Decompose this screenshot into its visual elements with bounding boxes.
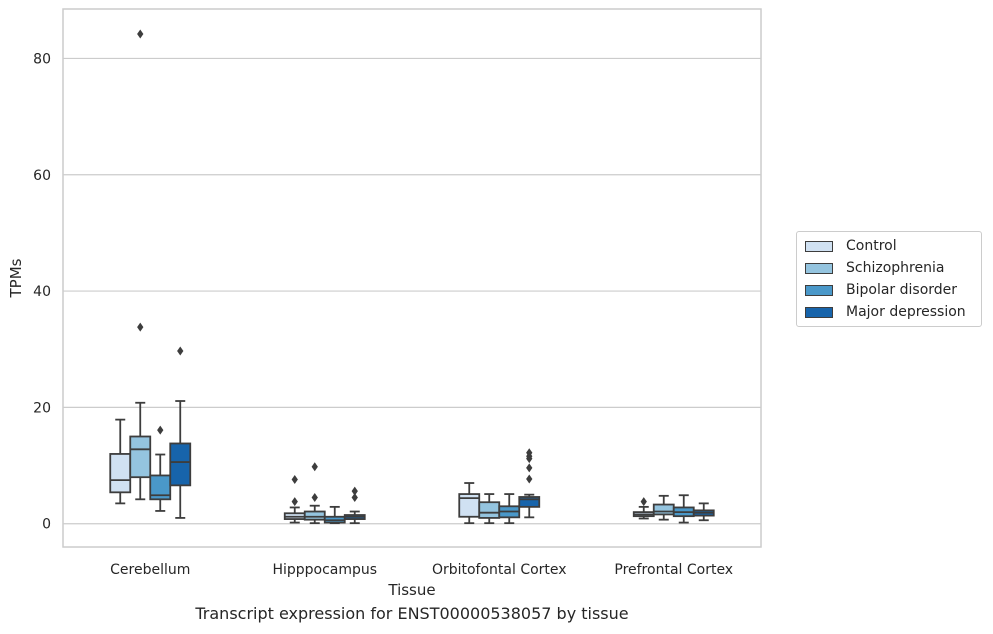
outlier-schizophrenia — [137, 322, 144, 332]
box-schizophrenia — [478, 501, 501, 519]
outlier-control — [291, 497, 298, 507]
outlier-major-depression — [526, 463, 533, 473]
legend-item-control: Control — [805, 236, 897, 256]
outlier-schizophrenia — [311, 493, 318, 503]
plot-frame — [62, 8, 762, 548]
chart-legend: Control Schizophrenia Bipolar disorder M… — [796, 231, 982, 327]
outlier-control — [640, 497, 647, 507]
x-tick-label: Orbitofontal Cortex — [432, 562, 567, 578]
outlier-major-depression — [177, 346, 184, 356]
outlier-major-depression — [526, 448, 533, 458]
y-tick-label: 20 — [33, 400, 51, 416]
y-axis-label: TPMs — [7, 258, 25, 298]
outlier-major-depression — [526, 454, 533, 464]
outlier-schizophrenia — [311, 462, 318, 472]
legend-swatch-bipolar-disorder — [805, 284, 833, 296]
legend-item-schizophrenia: Schizophrenia — [805, 258, 944, 278]
box-schizophrenia — [129, 435, 152, 479]
x-axis-label: Tissue — [387, 581, 435, 599]
x-tick-label: Cerebellum — [110, 562, 190, 578]
legend-label-major-depression: Major depression — [846, 304, 966, 320]
legend-item-major-depression: Major depression — [805, 302, 966, 322]
legend-label-bipolar-disorder: Bipolar disorder — [846, 282, 958, 298]
box-major-depression — [518, 496, 541, 508]
legend-label-control: Control — [846, 238, 897, 254]
outlier-major-depression — [526, 474, 533, 484]
box-schizophrenia — [652, 503, 675, 516]
box-major-depression — [169, 442, 192, 487]
outlier-major-depression — [351, 486, 358, 496]
y-tick-label: 80 — [33, 51, 51, 67]
outlier-control — [291, 475, 298, 485]
y-tick-label: 60 — [33, 168, 51, 184]
y-tick-label: 0 — [42, 517, 51, 533]
x-tick-label: Prefrontal Cortex — [614, 562, 733, 578]
chart-caption: Transcript expression for ENST0000053805… — [195, 604, 629, 623]
legend-item-bipolar-disorder: Bipolar disorder — [805, 280, 957, 300]
box-bipolar-disorder — [149, 474, 172, 501]
y-tick-label: 40 — [33, 284, 51, 300]
legend-swatch-major-depression — [805, 306, 833, 318]
box-control — [109, 453, 132, 494]
legend-label-schizophrenia: Schizophrenia — [846, 260, 945, 276]
outlier-bipolar-disorder — [157, 425, 164, 435]
outlier-schizophrenia — [137, 29, 144, 39]
legend-swatch-control — [805, 240, 833, 252]
legend-swatch-schizophrenia — [805, 262, 833, 274]
x-tick-label: Hipppocampus — [272, 562, 377, 578]
box-schizophrenia — [303, 510, 326, 521]
outlier-major-depression — [351, 493, 358, 503]
